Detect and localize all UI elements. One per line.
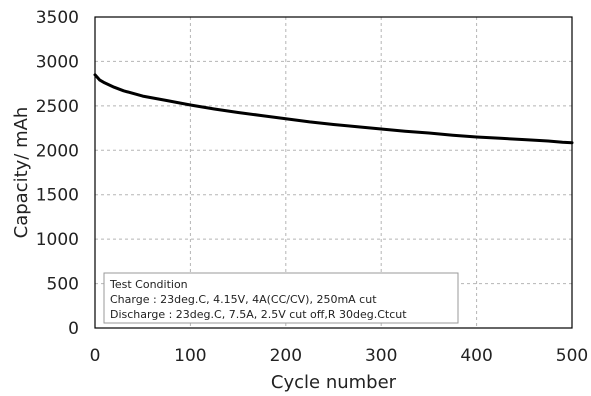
test-condition-box: Test Condition Charge : 23deg.C, 4.15V, … bbox=[103, 272, 459, 324]
test-condition-discharge: Discharge : 23deg.C, 7.5A, 2.5V cut off,… bbox=[110, 308, 407, 321]
test-condition-border bbox=[103, 272, 459, 324]
y-tick-label: 2500 bbox=[36, 97, 79, 117]
y-tick-label: 0 bbox=[68, 319, 79, 339]
y-tick-label: 1000 bbox=[36, 230, 79, 250]
test-condition-charge: Charge : 23deg.C, 4.15V, 4A(CC/CV), 250m… bbox=[110, 293, 377, 306]
x-tick-label: 300 bbox=[365, 346, 397, 366]
capacity-series-line bbox=[93, 73, 574, 145]
y-tick-label: 3000 bbox=[36, 52, 79, 72]
x-tick-label: 100 bbox=[174, 346, 206, 366]
x-tick-label: 200 bbox=[270, 346, 302, 366]
tick-labels: 0 100 200 300 400 500 0 500 1000 1500 2000 2500 3000… bbox=[36, 8, 588, 366]
y-axis-title: Capacity/ mAh bbox=[11, 107, 32, 239]
y-tick-label: 500 bbox=[47, 275, 79, 295]
y-tick-label: 1500 bbox=[36, 186, 79, 206]
plot-area-border bbox=[94, 16, 573, 329]
y-tick-label: 2000 bbox=[36, 141, 79, 161]
x-tick-label: 500 bbox=[556, 346, 588, 366]
x-tick-label: 400 bbox=[460, 346, 492, 366]
y-tick-label: 3500 bbox=[36, 8, 79, 28]
test-condition-title: Test Condition bbox=[109, 278, 188, 291]
x-axis-title: Cycle number bbox=[271, 372, 397, 393]
x-tick-label: 0 bbox=[90, 346, 101, 366]
series-layer bbox=[93, 73, 574, 145]
